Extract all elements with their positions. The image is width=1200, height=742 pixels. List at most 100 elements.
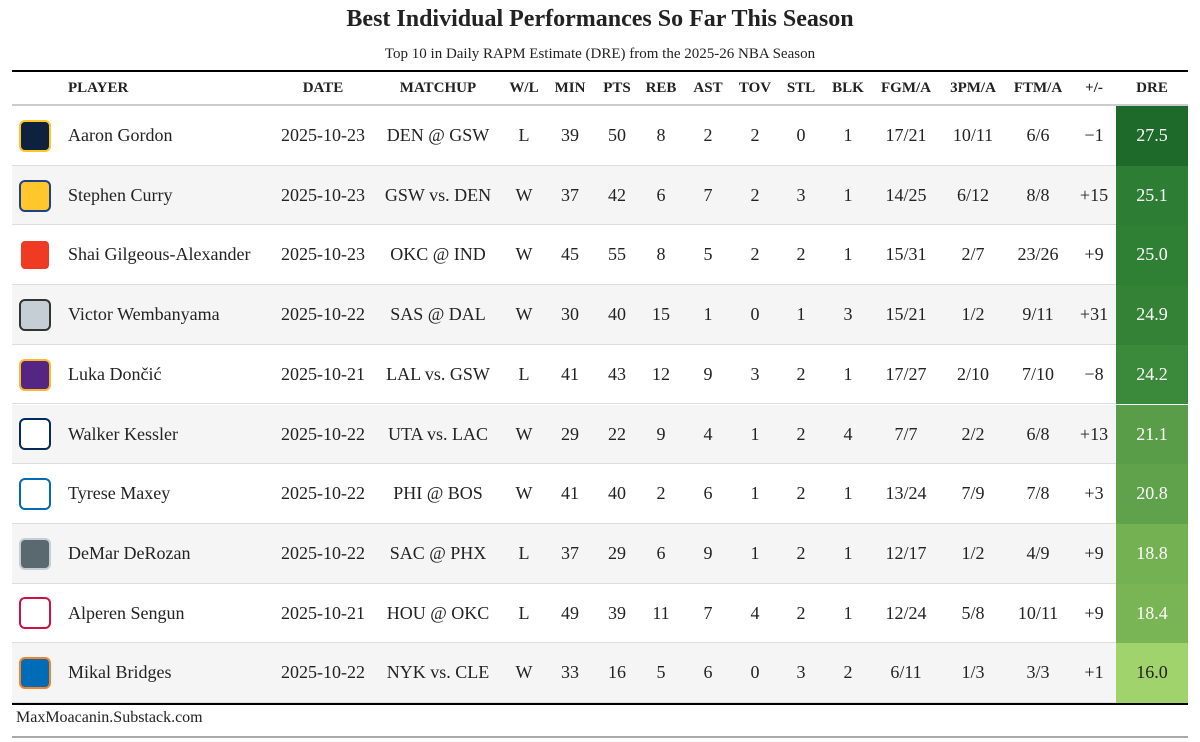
stat-cell: 2025-10-23 (281, 125, 365, 145)
stat-cell: 2 (750, 125, 760, 145)
stat-cell: 9 (703, 542, 713, 563)
stat-cell: 2 (796, 244, 806, 265)
team-logo (19, 119, 51, 152)
stat-cell: 17/21 (885, 125, 927, 145)
stat-cell: 16 (608, 662, 626, 683)
stat-cell: 12/24 (885, 602, 927, 623)
column-header: +/- (1085, 80, 1103, 96)
stat-cell: 10/11 (952, 125, 994, 145)
stat-cell: 3 (796, 184, 806, 205)
stat-cell: 2025-10-22 (281, 542, 365, 563)
stat-cell: 6 (656, 184, 666, 205)
stat-cell: 5/8 (961, 602, 985, 623)
row-background (12, 583, 1188, 644)
stat-cell: W (515, 662, 533, 683)
column-header: REB (645, 80, 677, 96)
row-background (12, 165, 1188, 226)
dre-cell: 20.8 (1116, 464, 1188, 524)
player-name: Luka Dončić (68, 363, 162, 384)
stat-cell: 39 (561, 125, 579, 145)
stat-cell: 2 (843, 662, 853, 683)
column-header: BLK (832, 80, 864, 96)
stat-cell: 10/11 (1017, 602, 1059, 623)
stat-cell: 23/26 (1017, 244, 1059, 265)
column-header: MATCHUP (399, 80, 477, 96)
stat-cell: 2025-10-23 (281, 184, 365, 205)
team-logo (19, 239, 51, 272)
stat-cell: 1 (843, 483, 853, 504)
stat-cell: 5 (703, 244, 713, 265)
team-logo (19, 358, 51, 391)
stat-cell: 1 (750, 483, 760, 504)
stat-cell: 7 (703, 602, 713, 623)
column-header: DRE (1136, 80, 1168, 96)
stat-cell: 41 (561, 363, 579, 384)
stat-cell: 9 (656, 423, 666, 444)
stat-cell: 2 (796, 423, 806, 444)
stat-cell: 6/11 (890, 662, 922, 683)
column-header: PTS (603, 80, 631, 96)
player-name: Shai Gilgeous-Alexander (68, 244, 251, 265)
bottom-rule (12, 702, 1188, 705)
row-background (12, 464, 1188, 524)
stat-cell: 9/11 (1022, 304, 1054, 325)
stat-cell: 6 (703, 662, 713, 683)
stat-cell: 7 (703, 184, 713, 205)
row-background (12, 523, 1188, 584)
stat-cell: 1/3 (961, 662, 985, 683)
stat-cell: 0 (796, 125, 806, 145)
stat-cell: 2025-10-22 (281, 483, 365, 504)
stat-cell: L (518, 602, 530, 623)
stat-cell: HOU @ OKC (386, 602, 490, 623)
stat-cell: 33 (561, 662, 579, 683)
stat-cell: 55 (608, 244, 626, 265)
column-header: TOV (738, 80, 772, 96)
stat-cell: 1 (843, 125, 853, 145)
stat-cell: +9 (1084, 244, 1104, 265)
stat-cell: W (515, 423, 533, 444)
stat-cell: 15 (652, 304, 670, 325)
stat-cell: 1 (750, 423, 760, 444)
source: MaxMoacanin.Substack.com (16, 709, 203, 726)
stat-cell: L (518, 363, 530, 384)
stat-cell: 2025-10-21 (281, 602, 365, 623)
stat-cell: 1 (796, 304, 806, 325)
player-name: Tyrese Maxey (68, 483, 171, 504)
stat-cell: W (515, 184, 533, 205)
stat-cell: 2/2 (961, 423, 985, 444)
stat-cell: 12/17 (885, 542, 927, 563)
dre-cell: 25.1 (1116, 165, 1188, 226)
stat-cell: NYK vs. CLE (386, 662, 490, 683)
row-background (12, 643, 1188, 703)
stat-cell: 4 (703, 423, 713, 444)
stat-cell: W (515, 304, 533, 325)
team-logo (19, 298, 51, 331)
stat-cell: OKC @ IND (390, 244, 486, 265)
team-logo (19, 537, 51, 570)
stat-cell: 30 (561, 304, 579, 325)
stat-cell: 1/2 (961, 542, 985, 563)
dre-cell: 18.8 (1116, 523, 1188, 584)
team-logo (19, 179, 51, 212)
team-logo (19, 657, 51, 690)
stat-cell: 41 (561, 483, 579, 504)
stat-cell: 14/25 (885, 184, 927, 205)
title: Best Individual Performances So Far This… (346, 6, 854, 32)
dre-cell: 24.2 (1116, 344, 1188, 405)
stat-cell: 40 (608, 304, 626, 325)
stat-cell: +3 (1084, 483, 1104, 504)
stat-cell: +31 (1079, 304, 1109, 325)
column-header: STL (786, 80, 816, 96)
stat-cell: 7/9 (961, 483, 985, 504)
stat-cell: 40 (608, 483, 626, 504)
stat-cell: 3 (796, 662, 806, 683)
stat-cell: +13 (1079, 423, 1109, 444)
stat-cell: 2025-10-22 (281, 662, 365, 683)
stat-cell: 2 (796, 483, 806, 504)
dre-cell: 21.1 (1116, 404, 1188, 465)
stat-cell: 2 (750, 184, 760, 205)
dre-cell: 24.9 (1116, 285, 1188, 345)
stat-cell: 4 (750, 602, 760, 623)
stat-cell: 50 (608, 125, 626, 145)
